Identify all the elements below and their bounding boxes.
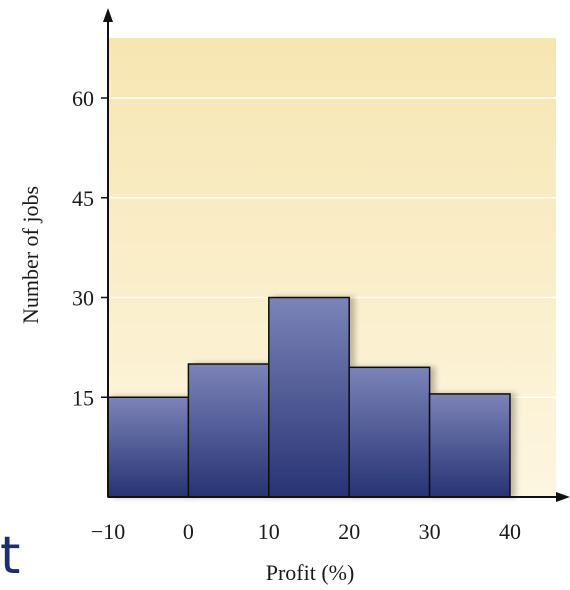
x-axis-title: Profit (%): [266, 560, 355, 585]
x-tick-labels: −10 0 10 20 30 40: [91, 519, 521, 544]
x-tick-label-2: 10: [258, 519, 280, 544]
y-tick-label-0: 15: [72, 385, 94, 410]
y-tick-label-2: 45: [72, 186, 94, 211]
histogram-bar-2: [268, 296, 350, 498]
histogram-bar-0: [107, 396, 190, 498]
histogram-bar-3: [348, 366, 431, 498]
y-tick-labels: 15 30 45 60: [72, 86, 108, 410]
x-tick-label-4: 30: [419, 519, 441, 544]
x-tick-label-1: 0: [183, 519, 194, 544]
y-tick-label-1: 30: [72, 286, 94, 311]
x-tick-label-5: 40: [499, 519, 521, 544]
histogram-bar-1: [187, 363, 270, 498]
x-axis-arrowhead: [556, 492, 570, 502]
bars-group: [107, 296, 511, 498]
x-tick-label-0: −10: [91, 519, 125, 544]
x-tick-label-3: 20: [338, 519, 360, 544]
background-text-fragment: t: [0, 526, 21, 586]
y-axis-arrowhead: [103, 8, 113, 22]
y-tick-label-3: 60: [72, 86, 94, 111]
y-axis-title: Number of jobs: [18, 186, 43, 324]
histogram-bar-4: [428, 393, 511, 498]
